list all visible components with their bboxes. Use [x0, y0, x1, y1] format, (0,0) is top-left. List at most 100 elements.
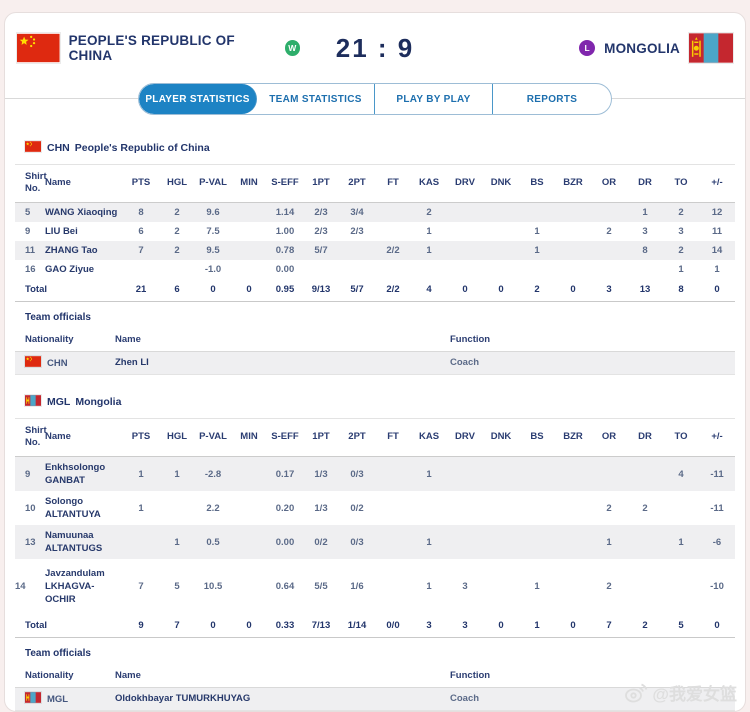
stat-bzr: [555, 525, 591, 559]
stat-bzr: [555, 559, 591, 615]
china-flag-icon: [25, 141, 41, 152]
player-statistics-panel: CHN People's Republic of China Shirt No. Na…: [5, 125, 745, 711]
stat-min: [231, 241, 267, 260]
stat-dr: [627, 525, 663, 559]
column-header-bzr: BZR: [555, 418, 591, 457]
total-bzr: 0: [570, 620, 576, 631]
total-hgl: 7: [174, 620, 180, 631]
column-header-kas: KAS: [411, 418, 447, 457]
tab-reports[interactable]: REPORTS: [526, 93, 578, 105]
stat-ft: [375, 222, 411, 241]
team-section-title: MGL Mongolia: [25, 393, 735, 412]
shirt-number: 9: [25, 226, 31, 237]
stat-or: [591, 457, 627, 492]
team-officials-title: Team officials: [25, 648, 91, 659]
stat-p-val: 0.5: [206, 536, 220, 548]
stat-pts: 8: [138, 207, 144, 218]
column-header-drv: DRV: [447, 418, 483, 457]
stat-2pt: 0/3: [350, 536, 364, 548]
stat-1pt: 2/3: [314, 207, 328, 218]
stat-: -11: [710, 468, 724, 480]
stats-header-row: Shirt No. Name PTS HGL P-VAL MIN S-EFF 1PT 2PT FT K…: [15, 418, 735, 457]
player-row: 9 Enkhsolongo GANBAT 1 1 -2.8 0.17 1/3 0/3 1 4 -11: [15, 456, 735, 492]
stat-2pt: 2/3: [350, 226, 364, 237]
team-code: MGL: [47, 396, 71, 408]
stat-kas: [411, 260, 447, 279]
total-min: 0: [246, 284, 252, 295]
total-to: 5: [678, 620, 684, 631]
total-row: Total 9 7 0 0 0.33 7/13 1/14 0/0 3 3 0 1 0 7 2 5 0: [15, 615, 735, 638]
column-header-dnk: DNK: [483, 164, 519, 203]
column-header-or: OR: [591, 418, 627, 457]
column-header-hgl: HGL: [159, 164, 195, 203]
tab-player-statistics[interactable]: PLAYER STATISTICS: [139, 84, 257, 114]
total-label: Total: [25, 620, 47, 631]
match-card: PEOPLE'S REPUBLIC OF CHINA W 21 : 9 L MO…: [4, 12, 746, 712]
china-flag-icon: [17, 33, 60, 63]
column-header-function: Function: [450, 667, 735, 688]
column-header-ft: FT: [375, 418, 411, 457]
stat-ft: [375, 457, 411, 492]
stat-or: 2: [606, 502, 612, 514]
stat-kas: 1: [426, 226, 432, 237]
stat-s-eff: 0.00: [275, 264, 295, 275]
stat-dr: 3: [642, 226, 648, 237]
team-officials-chn: Team officials Nationality Name Function…: [15, 312, 735, 375]
column-header-2pt: 2PT: [339, 418, 375, 457]
tab-team-statistics[interactable]: TEAM STATISTICS: [257, 84, 375, 114]
mongolia-flag-icon: [25, 395, 41, 406]
column-header-min: MIN: [231, 418, 267, 457]
total-pts: 9: [138, 620, 144, 631]
stats-header-row: Shirt No. Name PTS HGL P-VAL MIN S-EFF 1PT 2PT FT K…: [15, 164, 735, 203]
total-bs: 2: [534, 284, 540, 295]
loss-badge: L: [579, 40, 596, 56]
stat-kas: 1: [426, 536, 432, 548]
column-header-s-eff: S-EFF: [267, 418, 303, 457]
total-: 0: [714, 620, 720, 631]
column-header-name: Name: [45, 164, 123, 203]
player-row: 14 Javzandulam LKHAGVA-OCHIR 7 5 10.5 0.64 5/5…: [15, 559, 735, 615]
stat-hgl: [159, 260, 195, 279]
total-or: 3: [606, 284, 612, 295]
stat-bs: 1: [534, 581, 540, 592]
stat-hgl: 2: [174, 207, 180, 218]
column-header-shirt-no: Shirt No.: [15, 418, 47, 457]
stat-drv: [447, 457, 483, 492]
stat-1pt: [303, 260, 339, 279]
column-header-s-eff: S-EFF: [267, 164, 303, 203]
stat-drv: [447, 222, 483, 241]
column-header-function: Function: [450, 331, 735, 352]
stat-kas: [411, 491, 447, 525]
officials-header-row: Nationality Name Function: [15, 331, 735, 352]
stat-s-eff: 0.78: [275, 245, 295, 256]
stat-bzr: [555, 260, 591, 279]
stat-dr: 2: [642, 502, 648, 514]
stat-2pt: 3/4: [350, 207, 364, 218]
total-drv: 3: [462, 620, 468, 631]
tab-play-by-play[interactable]: PLAY BY PLAY: [375, 84, 493, 114]
china-flag-icon: [25, 356, 41, 367]
player-name: ZHANG Tao: [45, 245, 98, 256]
stat-hgl: 2: [174, 245, 180, 256]
column-header-nationality: Nationality: [15, 667, 115, 688]
officials-table: Nationality Name Function CHN Zhen LI Co…: [15, 331, 735, 375]
total-s-eff: 0.95: [275, 284, 295, 295]
stat-dr: [627, 260, 663, 279]
stat-dnk: [483, 491, 519, 525]
player-stats-table-chn: Shirt No. Name PTS HGL P-VAL MIN S-EFF 1PT 2PT FT K…: [15, 164, 735, 302]
stat-bs: 1: [534, 226, 540, 237]
total-bs: 1: [534, 620, 540, 631]
stat-or: [591, 260, 627, 279]
column-header-dr: DR: [627, 164, 663, 203]
stat-1pt: 5/7: [314, 245, 328, 256]
stat-drv: [447, 491, 483, 525]
official-function: Coach: [450, 351, 735, 375]
total-to: 8: [678, 284, 684, 295]
win-badge: W: [284, 40, 300, 56]
stat-ft: [375, 491, 411, 525]
official-name: Oldokhbayar TUMURKHUYAG: [115, 687, 450, 711]
stat-1pt: 5/5: [314, 581, 328, 592]
stat-kas: 1: [426, 245, 432, 256]
stat-ft: [375, 203, 411, 223]
stat-pts: [123, 260, 159, 279]
